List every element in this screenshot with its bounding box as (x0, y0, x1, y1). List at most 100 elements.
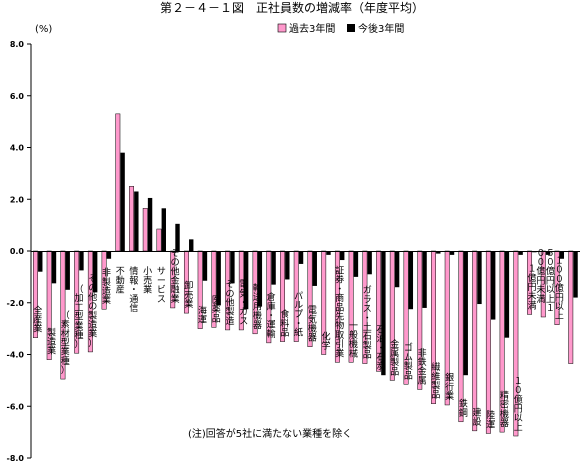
category-label-char: 属 (418, 375, 427, 386)
category-label-char: （ (88, 264, 97, 275)
category-label-char: ル (294, 301, 303, 311)
bar-next-3-years (381, 251, 386, 376)
category-label-char: ０ (536, 249, 545, 259)
category-label-char: 繊 (431, 361, 440, 373)
category-label-char: 行 (445, 381, 454, 393)
legend: 過去3年間 今後3年間 (277, 22, 404, 35)
category-label-char: 物 (335, 320, 344, 332)
bar-past-3-years (129, 186, 134, 252)
category-label-char: プ (294, 309, 303, 320)
category-label-char: ビ (157, 285, 166, 296)
category-label-char: 満 (536, 294, 545, 305)
y-tick-label: -4.0 (7, 351, 25, 360)
category-label-char: 億 (555, 282, 564, 294)
category-label-char: 密 (500, 399, 509, 411)
y-axis: 8.0 6.0 4.0 2.0 0.0 -2.0 -4.0 -6.0 -8.0 (7, 40, 32, 461)
category-label-char: 品 (404, 370, 413, 381)
bar-next-3-years (189, 239, 194, 251)
category-label-char: ５ (546, 249, 555, 259)
bar-next-3-years (545, 251, 551, 255)
category-label-char: 融 (171, 285, 180, 296)
bar-next-3-years (422, 251, 427, 308)
category-label-char: 種 (75, 330, 84, 341)
category-label-char: 機 (500, 408, 509, 420)
category-label-char: 運 (198, 315, 207, 326)
category-label-char: ・ (335, 285, 344, 295)
category-label-char: （ (75, 284, 84, 295)
y-tick-label: 2.0 (10, 195, 25, 204)
category-label-char: 製 (363, 339, 372, 351)
category-label-char: 製 (88, 309, 97, 321)
category-label-char: 陸 (486, 409, 495, 421)
bar-next-3-years (326, 251, 331, 255)
category-label-char: 以 (514, 414, 523, 424)
category-label-char: 種 (61, 356, 70, 367)
category-label-char: 紙 (294, 327, 303, 339)
category-label-char: 運 (267, 320, 276, 331)
category-label-char: 器 (253, 320, 262, 331)
category-label-char: ガ (239, 307, 248, 318)
category-label-char: 器 (500, 418, 509, 429)
category-label-char: 券 (335, 274, 344, 286)
category-label-char: ・ (129, 286, 138, 296)
bar-past-3-years (142, 208, 148, 252)
category-label: 電気・ガス (239, 279, 248, 327)
legend-label-past: 過去3年間 (289, 22, 335, 35)
category-label-char: ０ (555, 275, 564, 285)
category-label-char: 金 (418, 365, 427, 377)
bar-next-3-years (394, 251, 400, 288)
category-label-char: 造 (88, 319, 97, 331)
category-label-char: ・ (239, 299, 248, 309)
category-label-char: の (171, 258, 180, 268)
category-label-char: 製 (102, 276, 111, 288)
bar-next-3-years (340, 251, 345, 261)
category-label-char: 石 (363, 332, 372, 342)
y-tick-label: 4.0 (10, 144, 25, 153)
category-label-char: ） (75, 339, 84, 350)
category-label-char: １ (514, 377, 523, 387)
bar-next-3-years (79, 251, 84, 271)
bar-next-3-years (449, 251, 455, 255)
bar-past-3-years (156, 228, 162, 252)
category-label-char: 業 (75, 320, 84, 332)
category-label-char: ス (239, 317, 248, 327)
category-label-char: 器 (308, 333, 317, 344)
bar-next-3-years (408, 251, 414, 310)
bar-next-3-years (92, 251, 98, 293)
category-label-char: そ (226, 279, 235, 290)
category-label-char: 以 (546, 286, 555, 296)
category-label-char: 属 (390, 348, 399, 359)
category-label-char: 業 (33, 323, 42, 335)
category-label-char: 動 (116, 275, 125, 286)
bar-next-3-years (477, 251, 482, 305)
legend-swatch-future (347, 24, 355, 32)
category-label-char: 非 (418, 347, 427, 359)
category-label: 製造業 (47, 326, 56, 356)
bar-next-3-years (202, 251, 208, 281)
category-label-char: ・ (267, 311, 276, 321)
bar-next-3-years (463, 251, 468, 376)
category-label-char: 気 (239, 287, 248, 299)
category-label-char: 情 (129, 265, 138, 277)
category-label: パルプ・紙 (294, 291, 303, 339)
category-label-char: 上 (514, 422, 523, 433)
bar-next-3-years (38, 251, 43, 272)
category-label-char: 製 (390, 356, 399, 368)
bar-past-3-years (115, 113, 121, 252)
bar-next-3-years (230, 251, 235, 284)
category-label-char: 通 (129, 294, 138, 305)
category-label-char: 鉄 (418, 356, 427, 368)
category-label-char: 品 (390, 366, 399, 377)
category-label-char: 業 (184, 298, 193, 310)
category-label-char: 円 (514, 404, 523, 415)
category-label-char: 鋼 (459, 407, 468, 419)
category-label-char: 精 (500, 390, 509, 402)
category-label-char: 上 (555, 311, 564, 322)
category-label-char: （ (61, 310, 70, 321)
category-label-char: 産 (33, 313, 42, 325)
